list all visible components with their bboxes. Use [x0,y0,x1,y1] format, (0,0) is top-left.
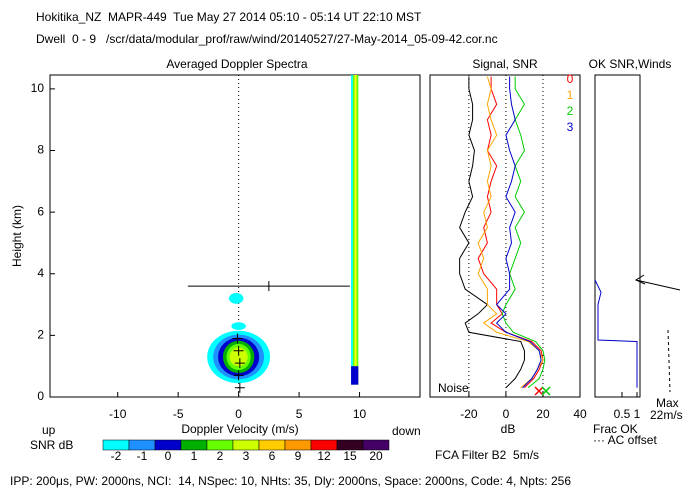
x-tick-label: -20 [460,407,478,421]
note: ··· AC offset [593,433,657,447]
x-tick-label: 0 [503,407,510,421]
clutter-stripe [352,75,355,385]
x-axis-label: dB [501,422,516,436]
colorbar-tick-label: -1 [137,449,148,463]
colorbar-tick-label: -2 [111,449,122,463]
note: down [392,424,421,438]
colorbar-tick-label: 6 [269,449,276,463]
x-axis-label: Frac OK [593,422,638,436]
x-tick-label: -10 [109,407,127,421]
colorbar-label: SNR dB [30,438,73,452]
plot-frame [429,74,581,398]
colorbar-swatch [362,439,390,451]
colorbar-tick-label: 0 [165,449,172,463]
colorbar-tick-label: 9 [295,449,302,463]
colorbar-tick-label: 12 [317,449,331,463]
x-tick-label: -5 [173,407,184,421]
clutter-stripe [354,75,357,385]
colorbar-tick-label: 2 [217,449,224,463]
x-tick-label: 10 [353,407,367,421]
note: Max [656,396,679,410]
snr-line [477,76,544,389]
legend-entry: 1 [567,88,574,102]
spectrum-contour [229,347,248,367]
mean-velocity [234,358,245,369]
x-tick-label: 20 [536,407,550,421]
mean-velocity [233,370,244,381]
x-tick-label: 40 [573,407,587,421]
note: 22m/s [650,408,683,422]
colorbar-tick-label: 15 [343,449,357,463]
snr-line [501,76,546,389]
x-tick-label: 1 [634,407,641,421]
panel-title: Averaged Doppler Spectra [166,57,308,71]
header-line: Dwell 0 - 9 /scr/data/modular_prof/raw/w… [36,32,498,46]
clutter-stripe [356,75,359,385]
y-tick-label: 8 [37,143,44,157]
clutter-stripe-base [351,366,359,385]
legend-entry: 2 [567,104,574,118]
note: up [42,423,56,437]
x-tick-label: 0 [235,407,242,421]
plot-frame [49,74,421,398]
x-tick-label: 0.5 [614,407,631,421]
snr-line [495,76,542,389]
x-tick-label: 5 [296,407,303,421]
frac-ok-line [594,279,638,388]
noise-marker [534,386,544,396]
y-tick-label: 6 [37,204,44,218]
colorbar-tick-label: 1 [191,449,198,463]
note: Noise [438,381,469,395]
y-tick-label: 10 [31,81,45,95]
legend-entry: 3 [567,120,574,134]
legend-entry: 0 [567,72,574,86]
colorbar-tick-label: 20 [369,449,383,463]
mean-velocity [232,333,243,344]
y-tick-label: 4 [37,266,44,280]
y-axis-label: Height (km) [10,205,24,267]
clutter-stripe [351,75,353,385]
panel-title: Signal, SNR [472,57,538,71]
colorbar-tick-label: 3 [243,449,250,463]
snr-line [459,76,525,389]
plot-frame [594,74,641,398]
note: FCA Filter B2 5m/s [435,448,539,462]
x-axis-label: Doppler Velocity (m/s) [181,422,298,436]
panel-title: OK SNR,Winds [589,57,672,71]
y-tick-label: 0 [37,389,44,403]
mean-velocity [234,382,245,393]
spectrum-contour [228,293,244,304]
y-tick-label: 2 [37,328,44,342]
wind-arrow [634,274,681,393]
noise-marker [541,386,551,396]
mean-velocity [233,345,244,356]
header-line: Hokitika_NZ MAPR-449 Tue May 27 2014 05:… [36,10,422,24]
footer: IPP: 200μs, PW: 2000ns, NCI: 14, NSpec: … [10,474,571,488]
spectrum-contour [231,322,246,330]
